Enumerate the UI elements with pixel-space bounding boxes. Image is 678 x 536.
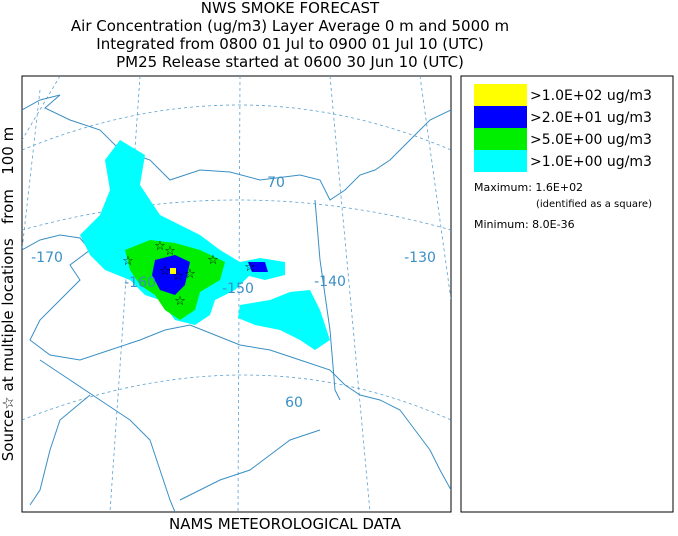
subtitle: Integrated from 0800 01 Jul to 0900 01 J… bbox=[96, 35, 483, 53]
coastline bbox=[179, 429, 321, 501]
title: NWS SMOKE FORECAST bbox=[201, 0, 380, 17]
latitude-label: 70 bbox=[267, 175, 285, 191]
svg-text:☆: ☆ bbox=[154, 239, 166, 254]
map-frame bbox=[21, 75, 452, 513]
border bbox=[314, 199, 341, 401]
legend-swatch bbox=[474, 84, 527, 106]
source-markers: ☆☆ ☆☆ ☆☆ ☆☆ ☆ bbox=[122, 239, 256, 309]
coastline bbox=[22, 234, 451, 491]
legend-swatch bbox=[474, 106, 527, 128]
longitude-label: -170 bbox=[31, 250, 63, 266]
map: ☆☆ ☆☆ ☆☆ ☆☆ ☆ -170 -160 -150 -140 -130 7… bbox=[21, 75, 452, 513]
legend: Maximum: 1.6E+02 (identified as a square… bbox=[460, 75, 674, 513]
maximum-note: (identified as a square) bbox=[536, 199, 652, 210]
svg-text:☆: ☆ bbox=[122, 254, 134, 269]
longitude-label: -150 bbox=[222, 281, 254, 297]
smoke-plume bbox=[238, 290, 330, 350]
legend-swatch bbox=[474, 128, 527, 150]
smoke-plume bbox=[152, 255, 190, 295]
latitude-line bbox=[22, 104, 451, 421]
coastline bbox=[22, 94, 451, 201]
legend-label: >1.0E+00 ug/m3 bbox=[530, 154, 652, 170]
svg-text:☆: ☆ bbox=[184, 267, 196, 282]
footer: NAMS METEOROLOGICAL DATA bbox=[169, 515, 402, 532]
svg-text:☆: ☆ bbox=[244, 260, 256, 275]
legend-label: >5.0E+00 ug/m3 bbox=[530, 132, 652, 148]
svg-text:☆: ☆ bbox=[159, 264, 171, 279]
subtitle: Air Concentration (ug/m3) Layer Average … bbox=[71, 17, 509, 35]
maximum: Maximum: 1.6E+02 bbox=[474, 181, 583, 194]
svg-text:☆: ☆ bbox=[174, 294, 186, 309]
smoke-plume bbox=[248, 262, 268, 272]
svg-text:☆: ☆ bbox=[172, 269, 184, 284]
coastline bbox=[29, 359, 176, 512]
legend-label: >2.0E+01 ug/m3 bbox=[530, 110, 652, 126]
legend-label: >1.0E+02 ug/m3 bbox=[530, 88, 652, 104]
subtitle: PM25 Release started at 0600 30 Jun 10 (… bbox=[116, 53, 464, 71]
longitude-label: -140 bbox=[314, 274, 346, 290]
maximum-square bbox=[170, 268, 176, 274]
minimum: Minimum: 8.0E-36 bbox=[474, 218, 575, 231]
svg-text:☆: ☆ bbox=[164, 244, 176, 259]
side-label: Source☆ at multiple locations from 100 m bbox=[0, 127, 17, 461]
longitude-line bbox=[22, 76, 451, 512]
latitude-label: 60 bbox=[285, 395, 303, 411]
longitude-label: -130 bbox=[404, 250, 436, 266]
svg-text:☆: ☆ bbox=[207, 253, 219, 268]
longitude-label: -160 bbox=[124, 275, 156, 291]
legend-swatch bbox=[474, 150, 527, 172]
